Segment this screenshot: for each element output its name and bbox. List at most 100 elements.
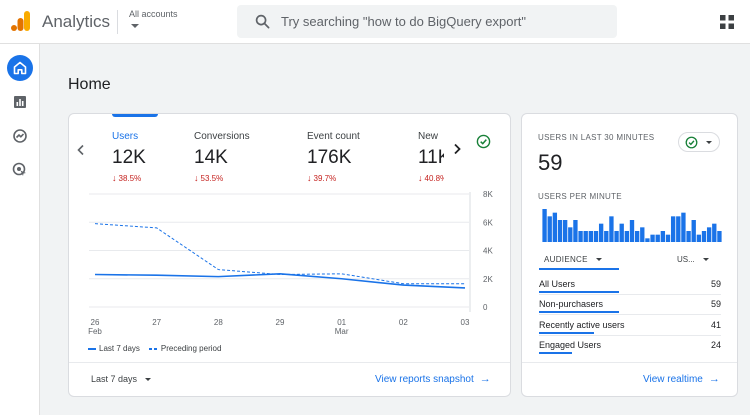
left-nav xyxy=(0,44,40,415)
audience-header-label: AUDIENCE xyxy=(544,255,588,264)
search-bar[interactable] xyxy=(237,5,617,38)
metric-change: 38.5% xyxy=(118,174,142,183)
audience-row[interactable]: Recently active users 41 xyxy=(539,320,721,340)
metric-label: Conversions xyxy=(194,131,250,142)
users-per-minute-chart xyxy=(542,209,722,242)
chevron-right-icon[interactable] xyxy=(452,143,462,155)
nav-explore[interactable] xyxy=(7,123,33,149)
users-column-header[interactable]: US... xyxy=(677,255,709,264)
card-divider xyxy=(69,362,510,363)
audience-column-header[interactable]: AUDIENCE xyxy=(544,255,602,264)
audience-bar xyxy=(539,352,572,354)
arrow-down-icon: ↓ xyxy=(194,173,199,183)
metric-change: 40.8% xyxy=(424,174,445,183)
per-minute-bar xyxy=(542,209,547,242)
account-caret-icon[interactable] xyxy=(131,24,139,28)
audience-name: Engaged Users xyxy=(539,340,602,350)
app-title: Analytics xyxy=(42,12,111,31)
per-minute-bar xyxy=(609,216,614,242)
topbar-divider xyxy=(117,10,118,34)
metric-label: Event count xyxy=(307,131,360,142)
card-divider xyxy=(522,362,737,363)
chart-legend: Last 7 days Preceding period xyxy=(88,344,230,353)
per-minute-bar xyxy=(568,227,573,242)
metric-event-count[interactable]: Event count 176K ↓ 39.7% xyxy=(307,131,412,183)
per-minute-bar xyxy=(588,231,594,242)
per-minute-bar xyxy=(691,220,696,242)
y-tick-label: 0 xyxy=(483,303,488,312)
per-minute-bar xyxy=(624,231,630,242)
x-tick-label: 03 xyxy=(461,318,470,327)
per-minute-bar xyxy=(706,227,712,242)
caret-down-icon xyxy=(145,377,152,381)
metric-label: Users xyxy=(112,131,139,142)
metric-new-clip: New 11K ↓40.8% xyxy=(418,114,444,194)
explore-icon xyxy=(13,129,27,143)
metric-conversions[interactable]: Conversions 14K ↓ 53.5% xyxy=(194,131,299,183)
x-tick-label: 01 xyxy=(337,318,346,327)
legend-item-last-7-days[interactable]: Last 7 days xyxy=(88,344,140,353)
legend-swatch-dashed xyxy=(148,347,158,350)
per-minute-bar xyxy=(681,212,686,242)
view-reports-snapshot-link[interactable]: View reports snapshot → xyxy=(375,373,491,385)
metric-new[interactable]: New 11K ↓40.8% xyxy=(418,131,444,183)
check-circle-icon[interactable] xyxy=(476,134,491,149)
per-minute-bar xyxy=(634,231,640,242)
realtime-users-value: 59 xyxy=(538,150,563,175)
caret-down-icon xyxy=(595,258,602,261)
legend-label: Last 7 days xyxy=(99,344,140,353)
audience-name: Non-purchasers xyxy=(539,299,604,309)
search-input[interactable] xyxy=(281,5,611,38)
metric-users[interactable]: Users 12K ↓ 38.5% xyxy=(112,131,217,183)
audience-name: All Users xyxy=(539,279,576,289)
caret-down-icon xyxy=(706,141,712,144)
audience-bar xyxy=(539,291,619,293)
home-icon xyxy=(13,61,27,75)
metric-change: 53.5% xyxy=(200,174,224,183)
arrow-down-icon: ↓ xyxy=(418,173,423,183)
date-range-selector[interactable]: Last 7 days xyxy=(91,374,152,384)
audience-row[interactable]: Non-purchasers 59 xyxy=(539,299,721,319)
per-minute-bar xyxy=(712,223,717,242)
realtime-card: USERS IN LAST 30 MINUTES 59 USERS PER MI… xyxy=(521,113,738,397)
per-minute-bar xyxy=(686,231,691,242)
y-tick-label: 8K xyxy=(483,190,493,199)
link-label: View reports snapshot xyxy=(375,373,474,385)
metric-label: New xyxy=(418,131,439,142)
account-selector[interactable]: All accounts xyxy=(129,9,178,19)
users-per-minute-label: USERS PER MINUTE xyxy=(538,192,622,201)
nav-home[interactable] xyxy=(7,55,33,81)
x-tick-label: 26 xyxy=(91,318,100,327)
per-minute-bar xyxy=(670,216,676,242)
legend-item-preceding-period[interactable]: Preceding period xyxy=(148,344,221,353)
view-realtime-link[interactable]: View realtime → xyxy=(643,373,720,385)
analytics-logo-icon[interactable] xyxy=(10,10,32,32)
per-minute-bar xyxy=(557,220,563,242)
apps-grid-icon[interactable] xyxy=(720,15,734,29)
per-minute-bar xyxy=(593,231,599,242)
realtime-status-dropdown[interactable] xyxy=(678,132,720,152)
audience-value: 24 xyxy=(710,340,721,350)
reports-icon xyxy=(14,96,26,108)
arrow-right-icon: → xyxy=(479,373,491,385)
x-tick-label: 28 xyxy=(214,318,223,327)
per-minute-bar xyxy=(578,231,583,242)
chevron-left-icon[interactable] xyxy=(76,144,86,156)
per-minute-bar xyxy=(717,231,722,242)
realtime-users-label: USERS IN LAST 30 MINUTES xyxy=(538,133,655,142)
audience-row[interactable]: All Users 59 xyxy=(539,279,721,299)
nav-reports[interactable] xyxy=(7,89,33,115)
per-minute-bar xyxy=(547,216,552,242)
metric-change: 39.7% xyxy=(313,174,337,183)
y-tick-label: 2K xyxy=(483,275,493,284)
nav-advertising[interactable] xyxy=(7,157,33,183)
audience-bar xyxy=(539,332,595,334)
per-minute-bar xyxy=(573,220,578,242)
audience-row[interactable]: Engaged Users 24 xyxy=(539,340,721,360)
per-minute-bar xyxy=(640,227,645,242)
audience-bar xyxy=(539,311,619,313)
arrow-down-icon: ↓ xyxy=(112,173,117,183)
metric-value: 12K xyxy=(112,147,146,168)
series-line-solid xyxy=(94,273,466,289)
y-tick-label: 4K xyxy=(483,247,493,256)
